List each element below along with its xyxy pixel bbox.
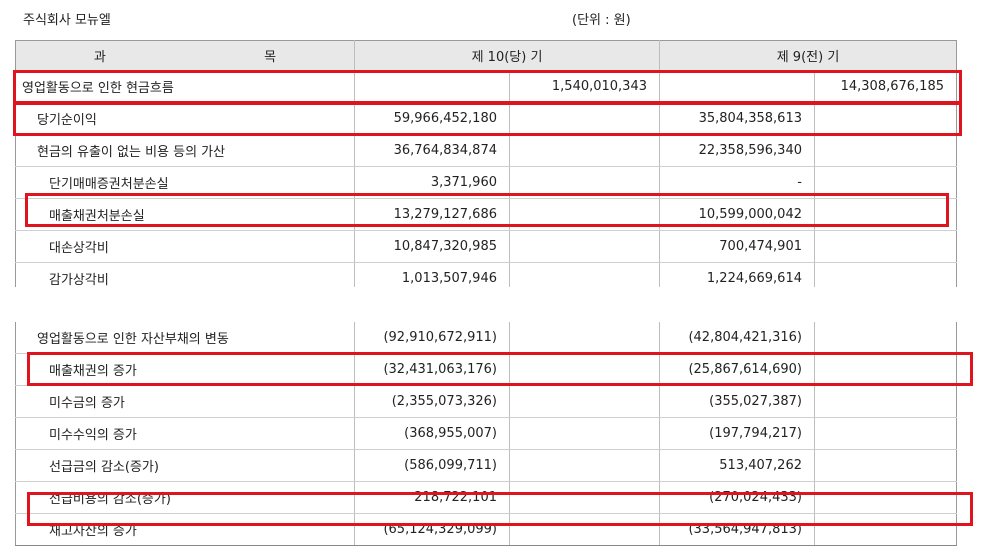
row-label: 선급비용의 감소(증가) [15, 481, 355, 514]
row-label: 재고자산의 증가 [15, 513, 355, 546]
header-item: 과 목 [15, 40, 355, 71]
cell-value: (25,867,614,690) [659, 353, 815, 386]
table-row: 미수수익의 증가 (368,955,007) (197,794,217) [15, 417, 957, 450]
cell-value [814, 417, 957, 450]
table-row: 현금의 유출이 없는 비용 등의 가산 36,764,834,874 22,35… [15, 134, 957, 167]
highlight-box-net-income [13, 102, 962, 136]
highlight-box-receivable-increase [27, 352, 973, 386]
company-name: 주식회사 모뉴엘 [23, 13, 111, 28]
cell-value: 22,358,596,340 [659, 134, 815, 167]
cashflow-table-bottom: 영업활동으로 인한 자산부채의 변동 (92,910,672,911) (42,… [15, 322, 957, 546]
cell-value: 513,407,262 [659, 449, 815, 482]
cell-value [814, 449, 957, 482]
table-row: 재고자산의 증가 (65,124,329,099) (33,564,947,81… [15, 513, 957, 546]
cell-value [814, 102, 957, 135]
cell-value: (586,099,711) [354, 449, 510, 482]
header-period-9: 제 9(전) 기 [659, 40, 957, 71]
highlight-box-receivable-disposal-loss [25, 193, 949, 227]
cell-value: 35,804,358,613 [659, 102, 815, 135]
cell-value [509, 134, 660, 167]
cell-value [509, 417, 660, 450]
cell-value [814, 230, 957, 263]
cell-value: (368,955,007) [354, 417, 510, 450]
cell-value [509, 449, 660, 482]
table-header-row: 과 목 제 10(당) 기 제 9(전) 기 [15, 40, 957, 71]
cell-value [509, 230, 660, 263]
cell-value: (2,355,073,326) [354, 385, 510, 418]
row-label: 미수수익의 증가 [15, 417, 355, 450]
highlight-box-operating-cashflow [13, 70, 962, 104]
cell-value [354, 70, 510, 103]
cell-value: (42,804,421,316) [659, 322, 815, 354]
table-row: 영업활동으로 인한 자산부채의 변동 (92,910,672,911) (42,… [15, 322, 957, 354]
cell-value [814, 385, 957, 418]
table-row: 대손상각비 10,847,320,985 700,474,901 [15, 230, 957, 263]
table-row: 당기순이익 59,966,452,180 35,804,358,613 [15, 102, 957, 135]
cell-value [509, 481, 660, 514]
cell-value [814, 481, 957, 514]
section-gap [0, 287, 997, 319]
cell-value: 700,474,901 [659, 230, 815, 263]
cell-value: 14,308,676,185 [814, 70, 957, 103]
cell-value [509, 353, 660, 386]
unit-label: (단위 : 원) [572, 13, 631, 28]
cell-value [509, 385, 660, 418]
table-row: 선급금의 감소(증가) (586,099,711) 513,407,262 [15, 449, 957, 482]
cell-value [814, 134, 957, 167]
highlight-box-inventory-increase [27, 492, 973, 526]
table-row: 미수금의 증가 (2,355,073,326) (355,027,387) [15, 385, 957, 418]
row-label: 현금의 유출이 없는 비용 등의 가산 [15, 134, 355, 167]
row-label: 미수금의 증가 [15, 385, 355, 418]
row-label: 매출채권의 증가 [15, 353, 355, 386]
cell-value: 59,966,452,180 [354, 102, 510, 135]
row-label: 영업활동으로 인한 현금흐름 [15, 70, 355, 103]
cell-value: 10,847,320,985 [354, 230, 510, 263]
cell-value [814, 322, 957, 354]
header-item-right: 목 [264, 50, 277, 65]
row-label: 대손상각비 [15, 230, 355, 263]
row-label: 영업활동으로 인한 자산부채의 변동 [15, 322, 355, 354]
cell-value [509, 322, 660, 354]
header-item-left: 과 [93, 50, 106, 65]
header-period-10: 제 10(당) 기 [354, 40, 660, 71]
cell-value: (355,027,387) [659, 385, 815, 418]
cell-value: (197,794,217) [659, 417, 815, 450]
cell-value [814, 353, 957, 386]
cell-value: 36,764,834,874 [354, 134, 510, 167]
cell-value: (92,910,672,911) [354, 322, 510, 354]
row-label: 선급금의 감소(증가) [15, 449, 355, 482]
